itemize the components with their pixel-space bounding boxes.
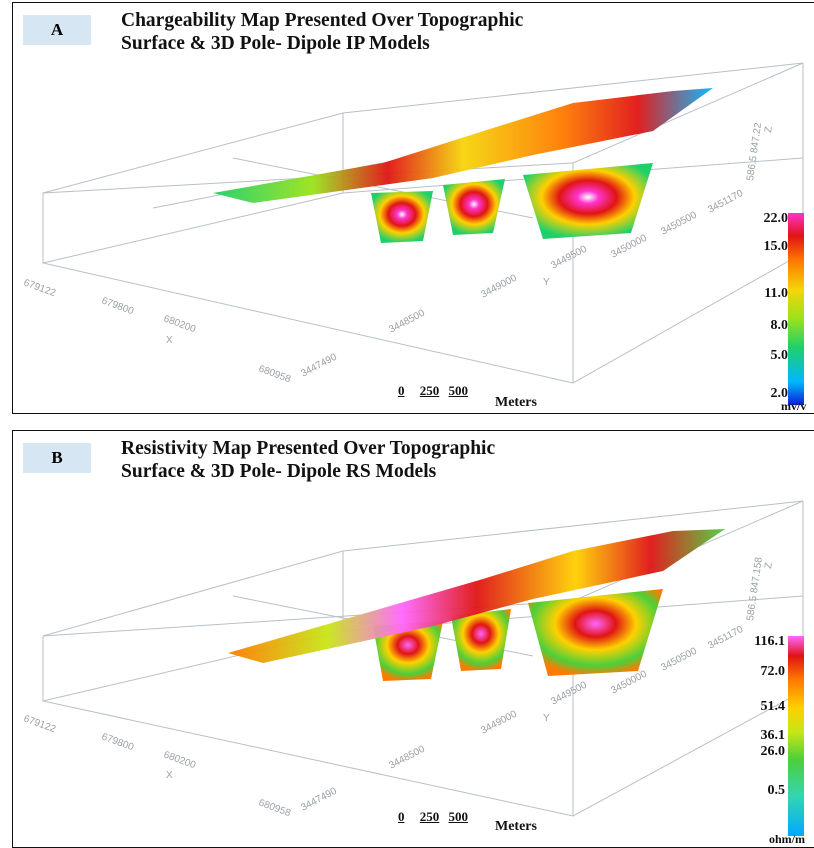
cb-b-label-3: 36.1 <box>760 728 786 743</box>
y-tick-1: 3448500 <box>387 743 427 771</box>
axis-labels: 679122 679800 680200 X 680958 3447490 34… <box>22 556 775 819</box>
x-axis-letter: X <box>166 335 173 346</box>
3d-chargeability-scene: 679122 679800 680200 X 680958 3447490 34… <box>22 62 804 405</box>
scale-a-0: 0 <box>398 383 405 398</box>
z-axis-letter: Z <box>763 562 775 570</box>
cb-a-label-0: 22.0 <box>763 211 789 226</box>
cb-b-label-5: 0.5 <box>767 783 786 798</box>
cb-a-label-4: 5.0 <box>770 348 789 363</box>
panel-b-resistivity: B Resistivity Map Presented Over Topogra… <box>12 430 814 848</box>
scale-b-unit: Meters <box>495 819 537 834</box>
3d-resistivity-scene: 679122 679800 680200 X 680958 3447490 34… <box>22 500 804 836</box>
x-tick-3: 680958 <box>257 363 293 385</box>
cb-b-label-0: 116.1 <box>754 634 785 649</box>
cb-a-unit: mv/v <box>781 399 807 413</box>
y-tick-2: 3449000 <box>479 272 519 300</box>
rs-sections <box>373 589 663 681</box>
cb-b-label-4: 26.0 <box>760 744 786 759</box>
x-tick-3: 680958 <box>257 797 293 819</box>
scale-bar-b: 0 250 500 <box>376 809 468 825</box>
panel-a-chargeability: A Chargeability Map Presented Over Topog… <box>12 2 814 414</box>
panel-tag-b: B <box>23 443 91 473</box>
x-tick-2: 680200 <box>162 749 198 771</box>
resistivity-colorbar <box>788 636 804 836</box>
chargeability-colorbar <box>788 213 804 405</box>
y-tick-5: 3450500 <box>659 209 699 237</box>
y-tick-6: 3451170 <box>706 188 745 216</box>
panel-b-title: Resistivity Map Presented Over Topograph… <box>121 437 495 483</box>
x-tick-1: 679800 <box>100 731 136 753</box>
scale-a-500: 500 <box>448 383 469 398</box>
y-tick-3: 3449500 <box>549 679 589 707</box>
y-tick-3: 3449500 <box>549 243 589 271</box>
cb-b-unit: ohm/m <box>769 832 805 846</box>
y-tick-4: 3450000 <box>609 668 649 696</box>
scale-b-250: 250 <box>419 809 440 824</box>
cb-b-label-2: 51.4 <box>760 699 786 714</box>
y-tick-4: 3450000 <box>609 232 649 260</box>
panel-a-title-line1: Chargeability Map Presented Over Topogra… <box>121 10 524 31</box>
y-tick-0: 3447490 <box>299 785 339 813</box>
x-tick-1: 679800 <box>100 295 136 317</box>
scale-bar-a: 0 250 500 <box>376 383 468 399</box>
ip-sections <box>371 163 653 243</box>
panel-a-title-line2: Surface & 3D Pole- Dipole IP Models <box>121 33 430 54</box>
x-tick-0: 679122 <box>22 713 58 735</box>
y-axis-letter: Y <box>543 713 550 724</box>
y-tick-0: 3447490 <box>299 351 339 379</box>
panel-b-title-line1: Resistivity Map Presented Over Topograph… <box>121 438 496 459</box>
x-tick-0: 679122 <box>22 277 58 299</box>
cb-a-label-1: 15.0 <box>763 239 789 254</box>
resistivity-surface-map <box>228 529 725 663</box>
panel-tag-a: A <box>23 15 91 45</box>
cb-b-label-1: 72.0 <box>760 664 786 679</box>
y-axis-letter: Y <box>543 277 550 288</box>
x-axis-letter: X <box>166 770 173 781</box>
cb-a-label-2: 11.0 <box>764 286 788 301</box>
x-tick-2: 680200 <box>162 313 198 335</box>
y-tick-5: 3450500 <box>659 645 699 673</box>
z-axis-letter: Z <box>763 126 775 134</box>
y-tick-2: 3449000 <box>479 708 519 736</box>
scale-a-250: 250 <box>419 383 440 398</box>
y-tick-6: 3451170 <box>706 624 745 652</box>
cb-a-label-3: 8.0 <box>770 318 789 333</box>
scale-a-unit: Meters <box>495 395 537 410</box>
chargeability-surface-map <box>213 88 713 203</box>
scale-b-500: 500 <box>448 809 469 824</box>
z-axis-range: 586.5 847.22 <box>745 122 764 182</box>
panel-a-title: Chargeability Map Presented Over Topogra… <box>121 9 523 55</box>
z-axis-range: 586.5 847.158 <box>745 556 765 621</box>
cb-a-label-5: 2.0 <box>770 386 789 401</box>
y-tick-1: 3448500 <box>387 307 427 335</box>
scale-b-0: 0 <box>398 809 405 824</box>
panel-b-title-line2: Surface & 3D Pole- Dipole RS Models <box>121 461 437 482</box>
